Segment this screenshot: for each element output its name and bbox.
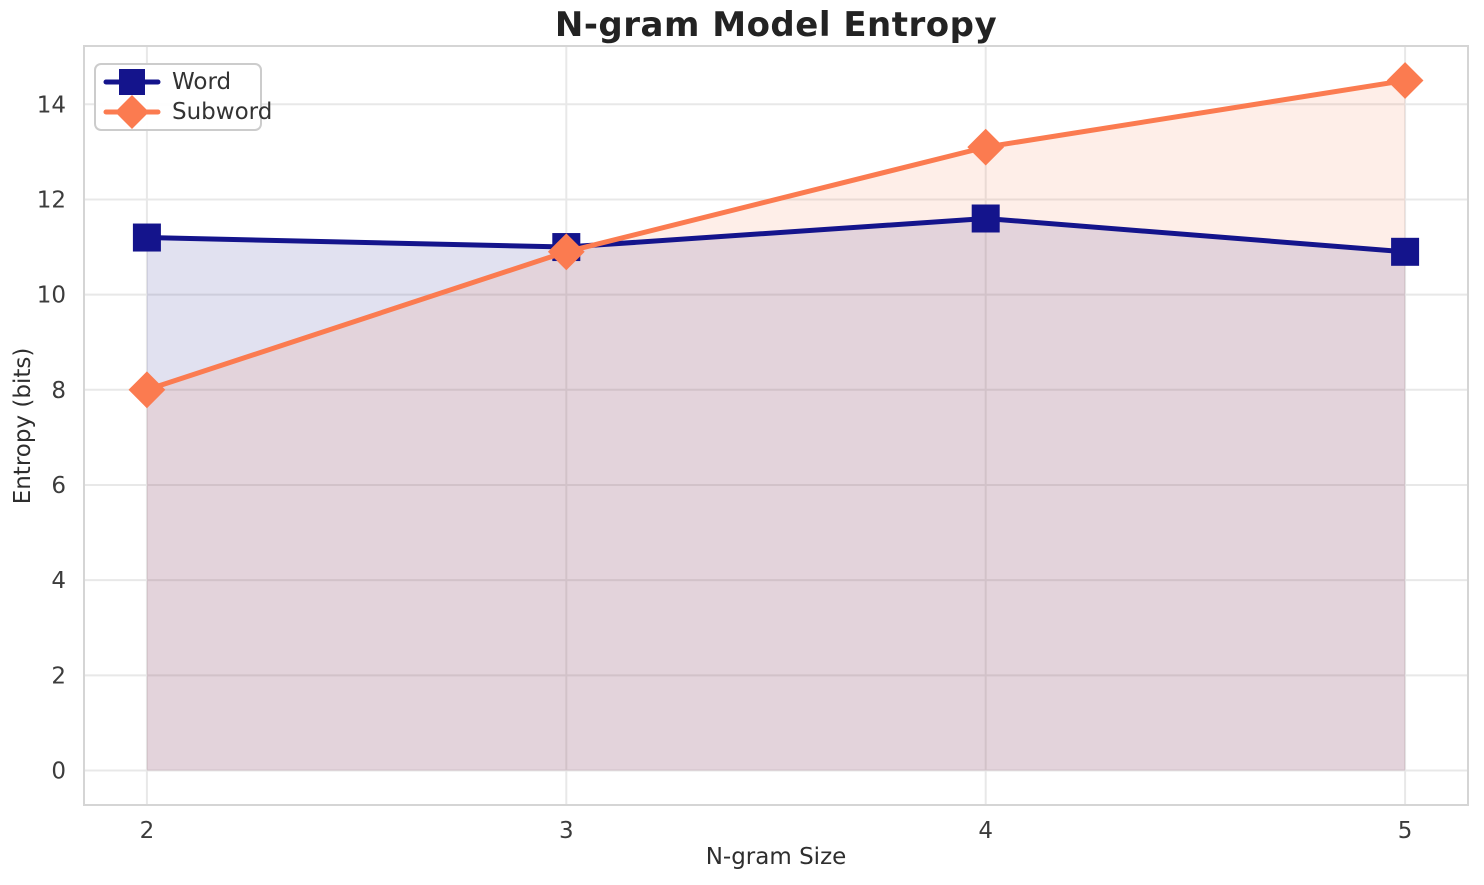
plot-border xyxy=(83,45,1469,806)
y-tick-label-10: 10 xyxy=(37,283,66,309)
y-tick-label-4: 4 xyxy=(51,568,66,594)
legend: Word Subword xyxy=(94,63,272,131)
legend-swatch-word-square-icon xyxy=(103,69,161,95)
series-subword-marker-5 xyxy=(1386,62,1424,99)
series-subword-marker-3 xyxy=(547,233,585,271)
legend-swatch-subword-diamond-icon xyxy=(103,95,161,129)
series-word-area xyxy=(146,218,1406,771)
series-subword-marker-2 xyxy=(128,371,166,409)
legend-item-subword: Subword xyxy=(103,95,272,129)
legend-marker-subword xyxy=(115,95,149,129)
x-axis-label: N-gram Size xyxy=(705,844,847,870)
series-word-marker-5 xyxy=(1391,237,1420,266)
legend-label-subword: Subword xyxy=(172,99,273,125)
series-subword-marker-4 xyxy=(967,128,1005,166)
series-subword-area xyxy=(146,80,1406,771)
legend-item-word: Word xyxy=(103,67,250,97)
y-tick-label-8: 8 xyxy=(51,378,66,404)
chart-title: N-gram Model Entropy xyxy=(554,5,998,45)
series-subword-line xyxy=(144,78,1408,393)
y-tick-label-0: 0 xyxy=(51,759,66,785)
legend-label-word: Word xyxy=(172,69,232,95)
x-tick-label-2: 2 xyxy=(140,818,155,844)
y-tick-label-12: 12 xyxy=(37,187,66,213)
y-tick-label-2: 2 xyxy=(51,663,66,689)
legend-marker-word xyxy=(119,69,145,95)
series-word-marker-2 xyxy=(132,223,161,252)
y-tick-label-6: 6 xyxy=(51,473,66,499)
x-tick-label-3: 3 xyxy=(559,818,574,844)
y-tick-label-14: 14 xyxy=(37,92,66,118)
series-word-line xyxy=(144,216,1408,255)
y-axis-label: Entropy (bits) xyxy=(10,347,36,505)
x-tick-label-5: 5 xyxy=(1398,818,1413,844)
x-tick-label-4: 4 xyxy=(978,818,993,844)
series-word-marker-4 xyxy=(971,204,1000,233)
